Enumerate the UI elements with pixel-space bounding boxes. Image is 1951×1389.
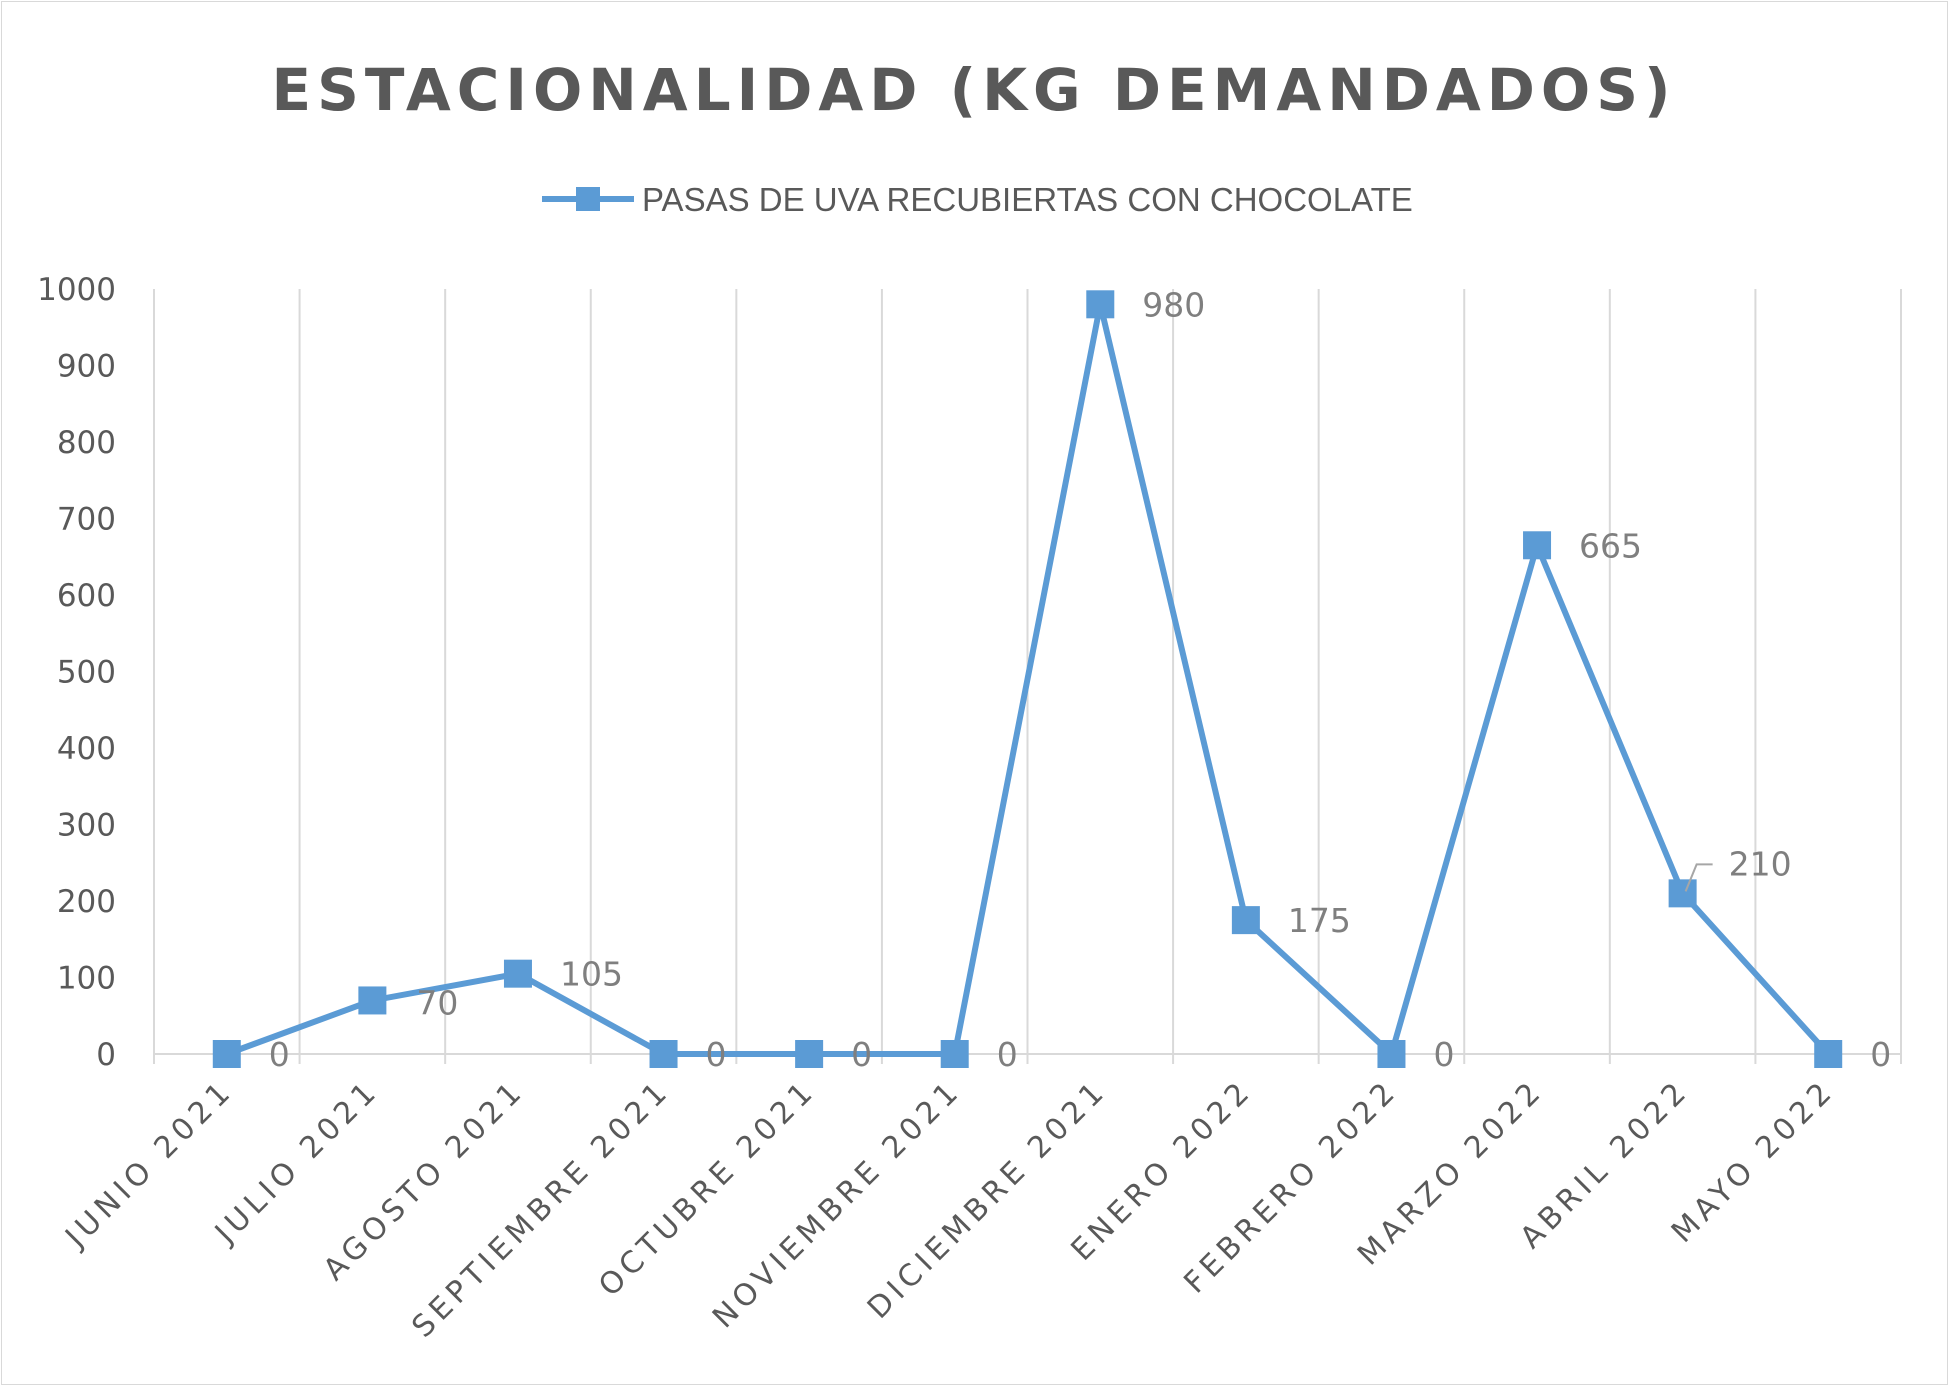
data-label: 0 — [1870, 1035, 1891, 1074]
y-tick-label: 700 — [57, 502, 116, 538]
data-point-marker — [1231, 906, 1260, 935]
y-tick-label: 0 — [96, 1037, 116, 1073]
y-tick-label: 100 — [57, 961, 116, 997]
data-label-leader-line — [1684, 863, 1713, 892]
data-label: 0 — [706, 1035, 727, 1074]
data-label: 105 — [560, 955, 623, 994]
legend-marker-icon — [576, 187, 600, 211]
data-label: 70 — [416, 983, 458, 1022]
x-tick-label: SEPTIEMBRE 2021 — [405, 1073, 677, 1345]
y-axis: 0 100 200 300 400 500 600 700 800 900 1000 — [37, 272, 116, 1073]
y-tick-label: 800 — [57, 425, 116, 461]
data-point-marker — [358, 986, 387, 1015]
data-point-marker — [795, 1040, 824, 1068]
x-tick-label: NOVIEMBRE 2021 — [706, 1073, 968, 1335]
legend: PASAS DE UVA RECUBIERTAS CON CHOCOLATE — [542, 181, 1413, 218]
data-point-marker — [212, 1040, 241, 1068]
y-tick-label: 900 — [57, 349, 116, 385]
data-label: 175 — [1288, 901, 1351, 940]
data-point-marker — [1086, 290, 1115, 319]
data-label: 0 — [851, 1035, 872, 1074]
y-tick-label: 400 — [57, 731, 116, 767]
x-tick-label: DICIEMBRE 2021 — [861, 1073, 1114, 1326]
y-tick-label: 600 — [57, 578, 116, 614]
y-tick-label: 500 — [57, 655, 116, 691]
data-point-marker — [1377, 1040, 1406, 1068]
data-point-marker — [503, 959, 532, 988]
chart-title: ESTACIONALIDAD (KG DEMANDADOS) — [271, 56, 1676, 124]
y-tick-label: 200 — [57, 884, 116, 920]
data-label: 0 — [269, 1035, 290, 1074]
data-label: 210 — [1729, 844, 1792, 883]
data-label: 0 — [1433, 1035, 1454, 1074]
y-tick-label: 300 — [57, 808, 116, 844]
series — [212, 290, 1843, 1068]
data-label: 0 — [997, 1035, 1018, 1074]
data-point-marker — [1668, 879, 1697, 908]
legend-label: PASAS DE UVA RECUBIERTAS CON CHOCOLATE — [642, 181, 1413, 218]
data-label: 665 — [1579, 526, 1642, 565]
y-tick-label: 1000 — [37, 272, 116, 308]
data-point-marker — [1814, 1040, 1843, 1068]
data-point-marker — [649, 1040, 678, 1068]
gridlines — [153, 289, 1902, 1054]
data-point-marker — [940, 1040, 969, 1068]
data-label: 980 — [1142, 285, 1205, 324]
data-labels: 0 70 105 0 0 0 980 175 0 665 210 0 — [269, 285, 1891, 1074]
data-point-marker — [1523, 531, 1552, 560]
series-line — [225, 301, 1831, 1057]
